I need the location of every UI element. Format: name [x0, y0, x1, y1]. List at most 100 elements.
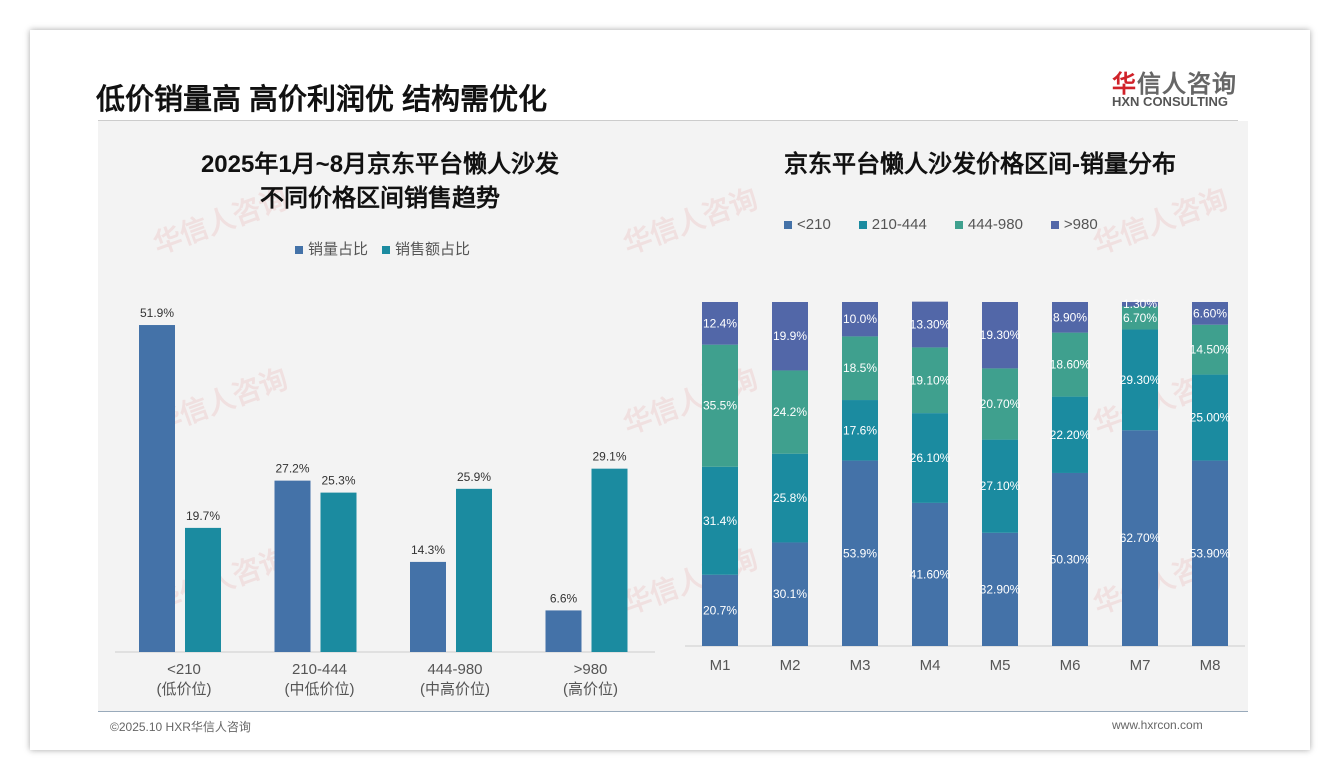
data-label: 62.70% [1120, 531, 1161, 545]
data-label: 29.30% [1120, 373, 1161, 387]
stack-segment [1192, 324, 1228, 375]
x-tick-label: M7 [1130, 657, 1151, 674]
data-label: 26.10% [910, 451, 951, 465]
data-label: 31.4% [703, 514, 737, 528]
right-legend: <210 210-444 444-980 >980 [784, 216, 1098, 233]
stack-segment [1052, 302, 1088, 333]
x-tick-label: M4 [920, 657, 941, 674]
stack-segment [912, 301, 948, 348]
stack-segment [1192, 460, 1228, 646]
right-chart-title: 京东平台懒人沙发价格区间-销量分布 [784, 151, 1176, 178]
bar [410, 561, 446, 652]
bar [139, 325, 175, 652]
legend-item: 444-980 [954, 216, 1023, 233]
divider [98, 120, 1238, 121]
stack-segment [1192, 374, 1228, 461]
data-label: 25.3% [321, 474, 355, 488]
data-label: 25.00% [1190, 411, 1231, 425]
data-label: 50.30% [1050, 552, 1091, 566]
x-tick-label: M2 [780, 657, 801, 674]
bar [456, 488, 492, 652]
legend-item: 210-444 [858, 216, 927, 233]
left-chart-title: 2025年1月~8月京东平台懒人沙发 不同价格区间销售趋势 [200, 151, 560, 212]
x-tick-sublabel: (中高价位) [420, 681, 490, 698]
stack-segment [842, 302, 878, 337]
copyright: ©2025.10 HXR华信人咨询 [110, 720, 251, 734]
bar [545, 610, 582, 652]
data-label: 6.70% [1123, 311, 1157, 325]
data-label: 8.90% [1053, 310, 1087, 324]
stack-segment [842, 400, 878, 461]
data-label: 24.2% [773, 405, 807, 419]
logo-en: HXN CONSULTING [1112, 94, 1229, 109]
data-label: 19.30% [980, 328, 1021, 342]
data-label: 25.9% [457, 470, 491, 484]
x-tick-sublabel: (中低价位) [285, 681, 355, 698]
stack-segment [772, 370, 808, 454]
data-label: 27.10% [980, 479, 1021, 493]
stack-segment [912, 413, 948, 503]
logo: 华信人咨询 [1112, 71, 1237, 98]
x-tick-label: 444-980 [427, 661, 482, 678]
data-label: 14.50% [1190, 343, 1231, 357]
data-label: 18.60% [1050, 358, 1091, 372]
data-label: 10.0% [843, 312, 877, 326]
data-label: 32.90% [980, 582, 1021, 596]
stack-segment [982, 532, 1018, 646]
footer-url: www.hxrcon.com [1112, 718, 1203, 732]
stack-segment [1122, 430, 1158, 646]
legend-item: 销量占比 [295, 238, 368, 259]
data-label: 27.2% [275, 462, 309, 476]
data-label: 29.1% [592, 450, 626, 464]
bar [274, 480, 311, 652]
legend-item: <210 [784, 216, 831, 233]
x-tick-label: 210-444 [292, 661, 347, 678]
stack-segment [1052, 396, 1088, 473]
data-label: 1.30% [1123, 297, 1157, 311]
stack-segment [1122, 329, 1158, 431]
stack-segment [702, 574, 738, 646]
x-tick-sublabel: (低价位) [157, 681, 212, 698]
x-tick-label: >980 [574, 661, 608, 678]
stack-segment [842, 460, 878, 646]
x-tick-sublabel: (高价位) [563, 681, 618, 698]
data-label: 20.7% [703, 603, 737, 617]
stack-segment [1052, 332, 1088, 397]
data-label: 14.3% [411, 543, 445, 557]
stack-segment [1052, 472, 1088, 646]
data-label: 53.90% [1190, 546, 1231, 560]
data-label: 25.8% [773, 491, 807, 505]
stack-segment [982, 368, 1018, 440]
data-label: 20.70% [980, 397, 1021, 411]
legend-item: 销售额占比 [382, 238, 470, 259]
data-label: 51.9% [140, 306, 174, 320]
stack-segment [912, 502, 948, 646]
stack-segment [982, 302, 1018, 369]
data-label: 22.20% [1050, 428, 1091, 442]
stack-segment [702, 344, 738, 467]
data-label: 19.9% [773, 329, 807, 343]
stack-segment [1122, 306, 1158, 330]
data-label: 17.6% [843, 423, 877, 437]
data-label: 6.60% [1193, 306, 1227, 320]
stack-segment [842, 336, 878, 401]
page-title: 低价销量高 高价利润优 结构需优化 [96, 84, 548, 116]
x-tick-label: M8 [1200, 657, 1221, 674]
stack-segment [772, 302, 808, 371]
data-label: 12.4% [703, 316, 737, 330]
bar [320, 492, 357, 652]
stack-segment [772, 542, 808, 646]
legend-item: >980 [1050, 216, 1098, 233]
data-label: 19.7% [186, 509, 220, 523]
x-tick-label: M3 [850, 657, 871, 674]
bar [185, 527, 221, 652]
bar [591, 468, 628, 652]
stack-segment [772, 453, 808, 543]
footer-divider [98, 711, 1248, 712]
data-label: 35.5% [703, 399, 737, 413]
x-tick-label: M5 [990, 657, 1011, 674]
data-label: 19.10% [910, 373, 951, 387]
stack-segment [912, 347, 948, 414]
left-legend: 销量占比 销售额占比 [295, 238, 470, 259]
